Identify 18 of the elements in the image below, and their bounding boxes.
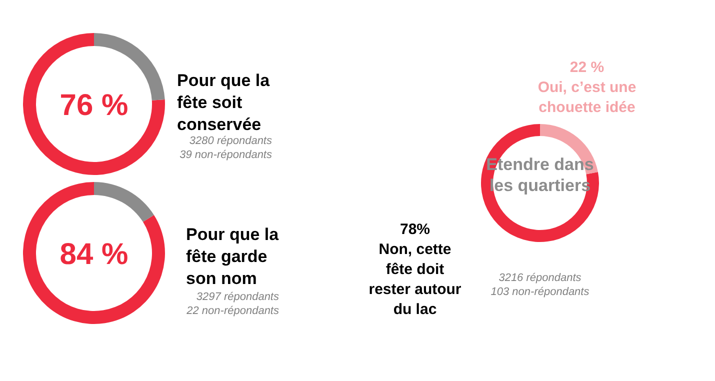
slice-label: Oui, c’est une chouette idée xyxy=(538,79,636,116)
data-label: 78% xyxy=(400,221,430,238)
text: Pour que la fête garde son nom xyxy=(186,225,280,288)
data-label: 76 % xyxy=(60,89,128,122)
donut-slice xyxy=(23,33,165,175)
text: 103 non-répondants xyxy=(490,286,590,298)
donut-slice xyxy=(94,182,154,222)
text: 22 non-répondants xyxy=(186,305,280,317)
text: 3216 répondants xyxy=(498,272,582,284)
donut-slice xyxy=(481,124,599,242)
text: 39 non-répondants xyxy=(180,149,272,161)
slice-label: Non, cette fête doit rester autour du lac xyxy=(368,241,462,318)
data-label: 22 % xyxy=(570,59,604,76)
text: 3297 répondants xyxy=(196,291,280,303)
text: 3280 répondants xyxy=(189,135,272,147)
data-label: 84 % xyxy=(60,238,128,271)
donut-slice xyxy=(23,182,165,324)
text: Pour que la fête soit conservée xyxy=(177,71,270,134)
